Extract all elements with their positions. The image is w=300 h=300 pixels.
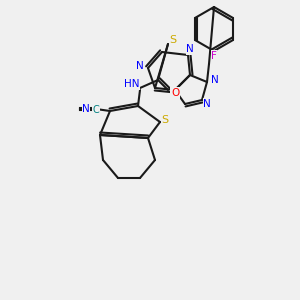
Text: N: N — [186, 44, 194, 54]
Text: N: N — [82, 104, 90, 114]
Text: HN: HN — [124, 79, 140, 89]
Text: N: N — [211, 75, 219, 85]
Text: N: N — [136, 61, 144, 71]
Text: S: S — [161, 115, 169, 125]
Text: F: F — [211, 51, 217, 61]
Text: N: N — [203, 99, 211, 109]
Text: C: C — [93, 105, 99, 115]
Text: O: O — [171, 88, 179, 98]
Text: S: S — [169, 35, 177, 45]
